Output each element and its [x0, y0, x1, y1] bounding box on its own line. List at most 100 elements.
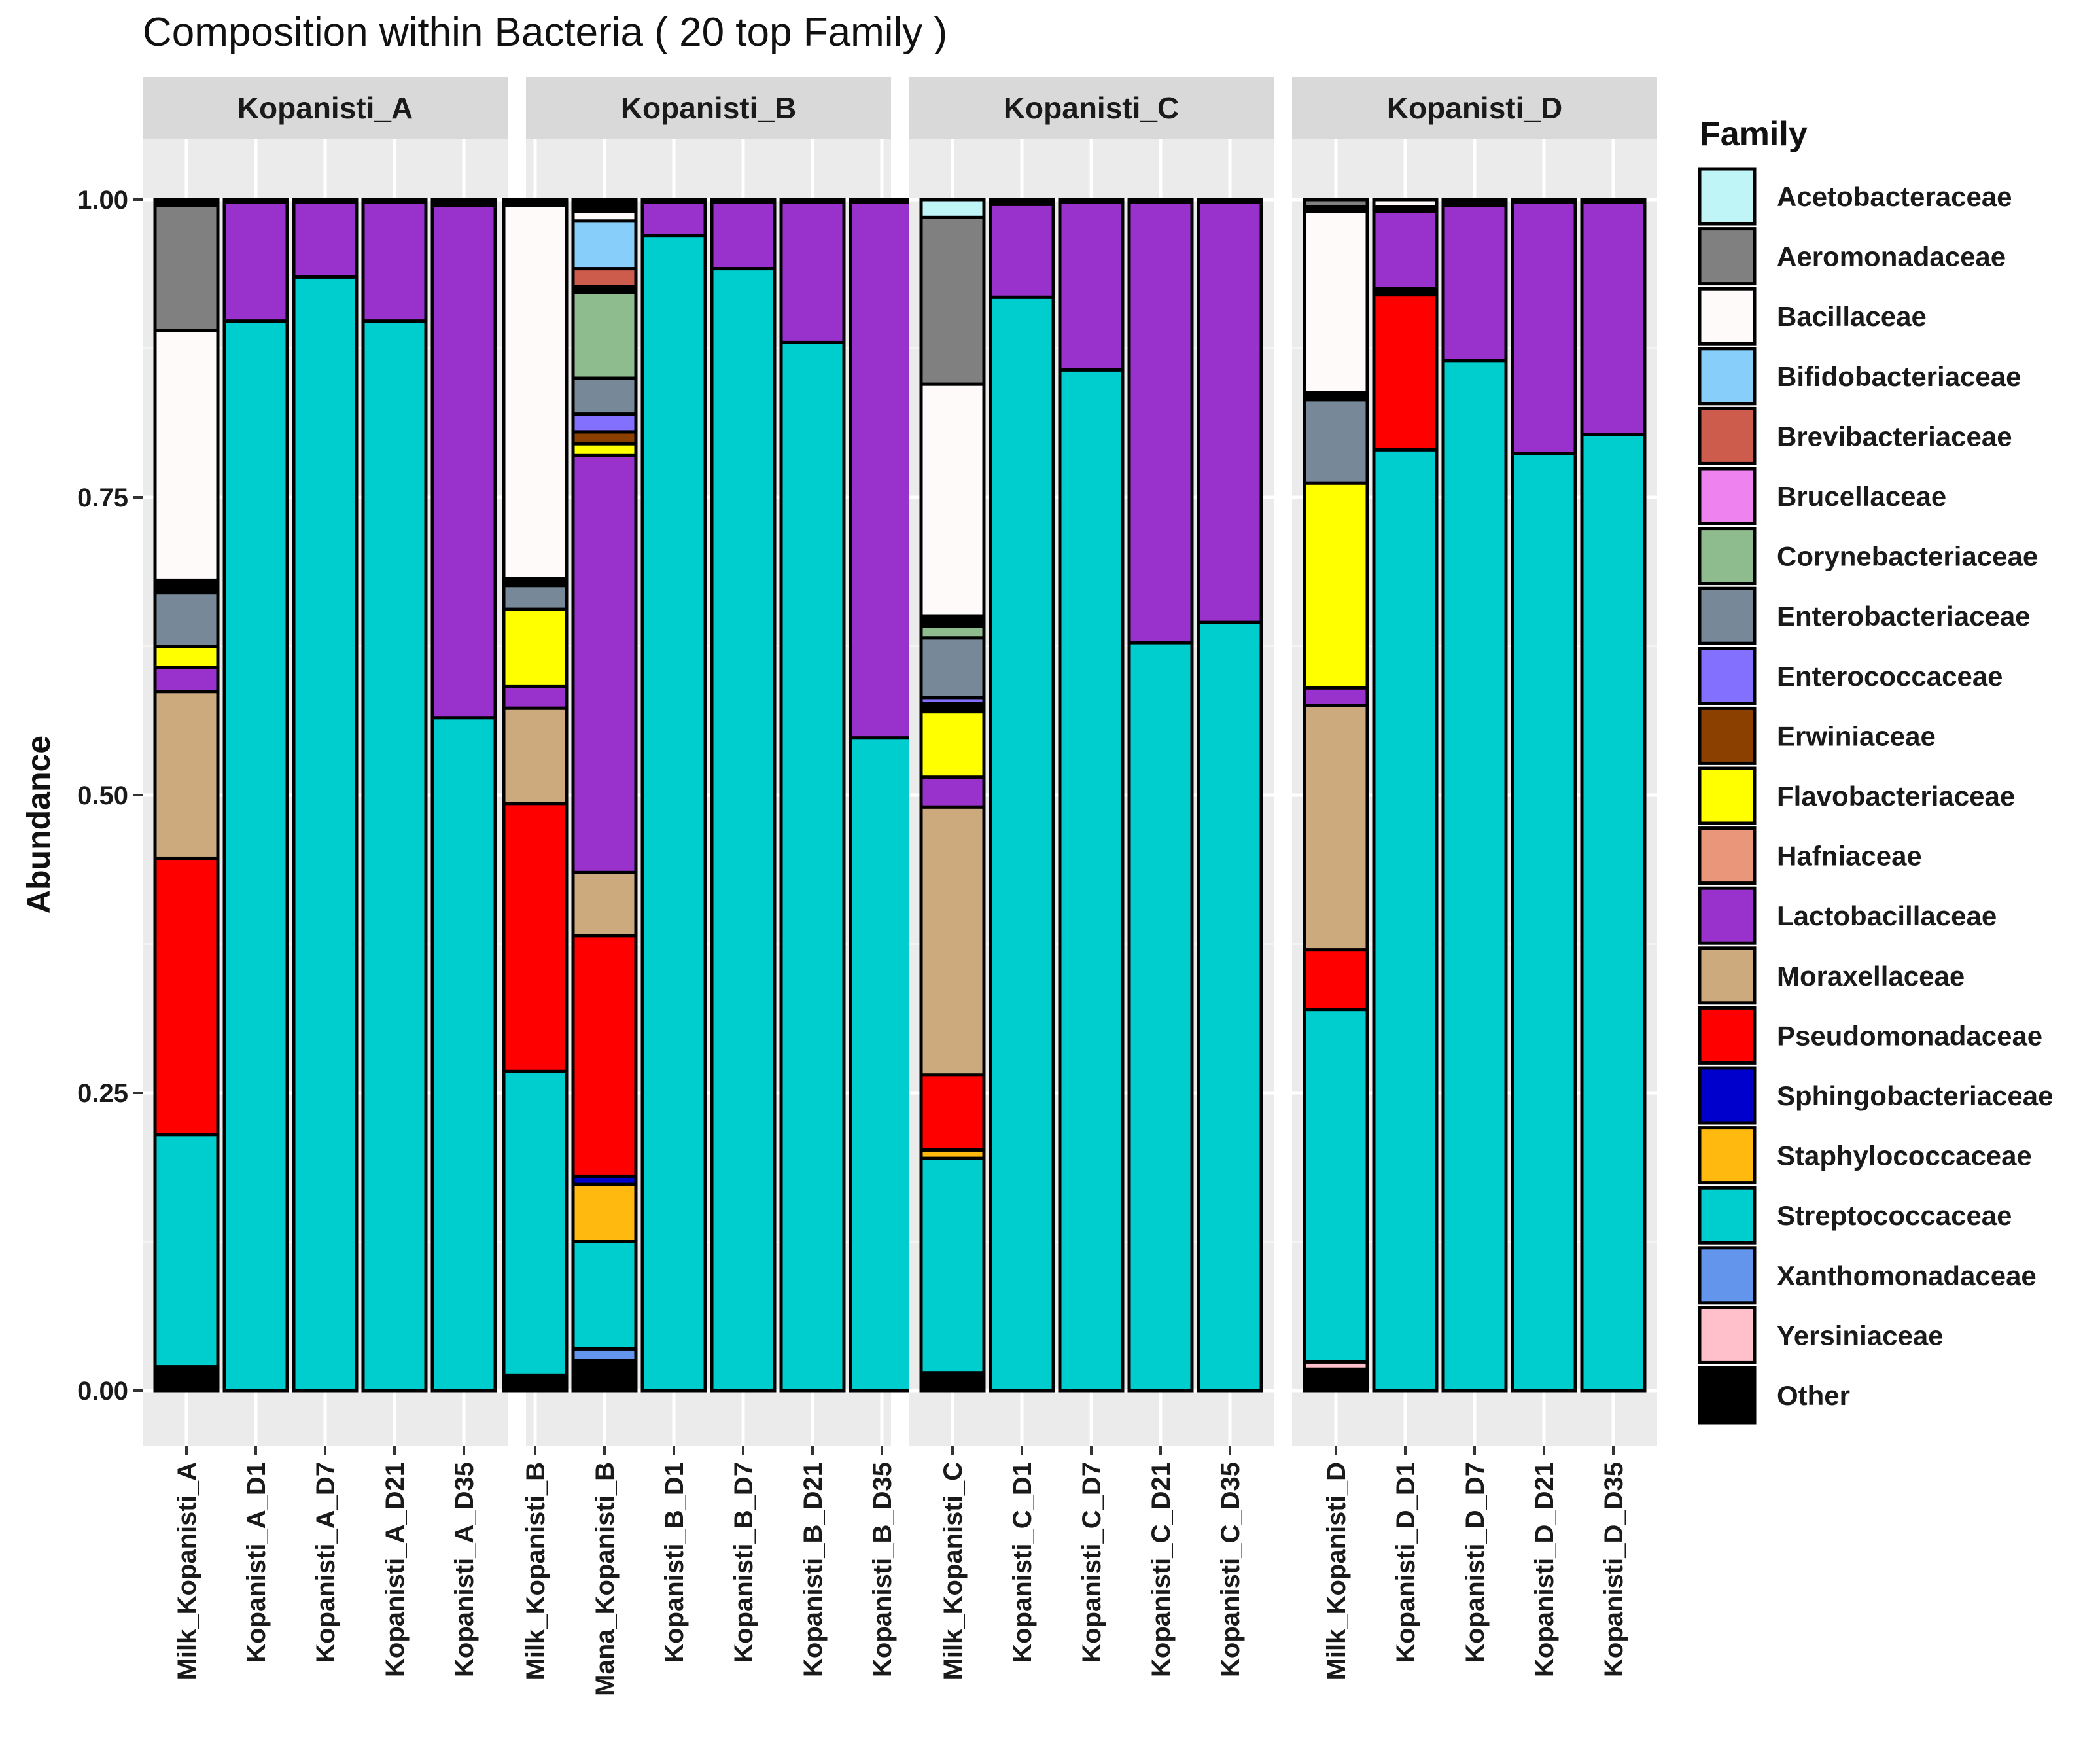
- bar-segment-other: [292, 198, 359, 204]
- bar-segment-enterobacteriaceae: [502, 584, 569, 611]
- legend-item-aeromonadaceae: Aeromonadaceae: [1698, 227, 2006, 286]
- x-tick-label: Kopanisti_A_D1: [242, 1462, 271, 1663]
- x-tick-label: Kopanisti_B_D35: [868, 1462, 897, 1677]
- bar-milk-kopanisti-b: [502, 198, 569, 1393]
- x-tick-label: Kopanisti_A_D35: [450, 1462, 479, 1677]
- legend-item-other: Other: [1698, 1366, 1850, 1425]
- legend-item-enterococcaceae: Enterococcaceae: [1698, 647, 2003, 705]
- legend-label: Brucellaceae: [1777, 481, 1946, 512]
- legend-label: Corynebacteriaceae: [1777, 541, 2038, 572]
- bar-segment-moraxellaceae: [919, 805, 986, 1077]
- y-tick-label: 0.50: [77, 781, 128, 810]
- bar-segment-lactobacillaceae: [640, 200, 707, 238]
- facet-panel-kopanisti-c: Kopanisti_C Milk_Kopanisti_C Kopanisti_C_D…: [909, 77, 1274, 1680]
- facet-strip-label: Kopanisti_D: [1387, 91, 1562, 125]
- legend-swatch: [1698, 1366, 1757, 1425]
- bar-segment-other: [1441, 198, 1508, 207]
- bar-segment-flavobacteriaceae: [1303, 481, 1369, 690]
- bar-segment-other: [502, 1373, 569, 1393]
- legend-item-acetobacteraceae: Acetobacteraceae: [1698, 167, 2012, 226]
- bar-segment-lactobacillaceae: [779, 200, 846, 344]
- bar-kopanisti-a-d7: [292, 198, 359, 1393]
- legend-label: Lactobacillaceae: [1777, 900, 1997, 931]
- bar-segment-other: [1197, 198, 1263, 204]
- facet-strip-label: Kopanisti_B: [621, 91, 796, 125]
- bar-segment-corynebacteriaceae: [919, 624, 986, 640]
- legend-swatch: [1698, 227, 1757, 286]
- bar-segment-erwiniaceae: [571, 430, 638, 446]
- bar-segment-bacillaceae: [153, 329, 220, 582]
- bar-segment-streptococcaceae: [1127, 641, 1194, 1393]
- bar-segment-streptococcaceae: [1511, 452, 1577, 1393]
- x-tick-label: Kopanisti_B_D21: [799, 1462, 828, 1677]
- legend-item-pseudomonadaceae: Pseudomonadaceae: [1698, 1006, 2042, 1065]
- bar-segment-streptococcaceae: [1303, 1008, 1369, 1364]
- bar-kopanisti-b-d1: [640, 198, 707, 1393]
- x-tick-label: Kopanisti_B_D7: [729, 1462, 758, 1663]
- bar-segment-moraxellaceae: [1303, 704, 1369, 952]
- x-tick-label: Kopanisti_D_D21: [1530, 1462, 1559, 1677]
- legend-item-moraxellaceae: Moraxellaceae: [1698, 946, 1965, 1005]
- legend-swatch: [1698, 766, 1757, 825]
- bar-segment-other: [153, 198, 220, 207]
- x-tick-label: Milk_Kopanisti_C: [939, 1462, 968, 1680]
- bar-segment-lactobacillaceae: [1372, 209, 1439, 291]
- bar-milk-kopanisti-d: [1303, 198, 1369, 1393]
- bar-kopanisti-a-d35: [430, 198, 497, 1393]
- bar-kopanisti-d-d7: [1441, 198, 1508, 1393]
- bar-segment-pseudomonadaceae: [1372, 293, 1439, 452]
- bar-segment-streptococcaceae: [919, 1156, 986, 1375]
- legend-label: Xanthomonadaceae: [1777, 1260, 2037, 1291]
- facet-strip-label: Kopanisti_A: [237, 91, 413, 125]
- bar-segment-streptococcaceae: [222, 319, 289, 1393]
- legend-swatch: [1698, 1066, 1757, 1125]
- bar-segment-bacillaceae: [1303, 209, 1369, 395]
- bar-kopanisti-c-d35: [1197, 198, 1263, 1393]
- legend-swatch: [1698, 167, 1757, 226]
- bar-segment-flavobacteriaceae: [502, 607, 569, 688]
- bar-segment-enterobacteriaceae: [919, 636, 986, 700]
- y-tick-label: 0.25: [77, 1079, 128, 1108]
- bar-segment-streptococcaceae: [1441, 359, 1508, 1393]
- bar-segment-streptococcaceae: [153, 1133, 220, 1369]
- legend-label: Hafniaceae: [1777, 841, 1922, 872]
- legend-item-streptococcaceae: Streptococcaceae: [1698, 1186, 2012, 1245]
- x-tick-label: Kopanisti_D_D35: [1600, 1462, 1628, 1677]
- bar-segment-lactobacillaceae: [502, 684, 569, 710]
- bar-segment-lactobacillaceae: [153, 666, 220, 694]
- bar-segment-streptococcaceae: [571, 1240, 638, 1351]
- bar-segment-other: [502, 198, 569, 207]
- y-tick-label: 1.00: [77, 186, 128, 215]
- bar-segment-streptococcaceae: [430, 716, 497, 1393]
- bar-segment-other: [222, 198, 289, 204]
- legend-item-corynebacteriaceae: Corynebacteriaceae: [1698, 527, 2038, 586]
- legend-swatch: [1698, 1006, 1757, 1065]
- legend-item-erwiniaceae: Erwiniaceae: [1698, 706, 1936, 765]
- chart-title: Composition within Bacteria ( 20 top Fam…: [143, 10, 947, 55]
- legend-label: Aeromonadaceae: [1777, 241, 2006, 272]
- bar-segment-aeromonadaceae: [919, 215, 986, 386]
- legend-item-bifidobacteriaceae: Bifidobacteriaceae: [1698, 347, 2021, 406]
- bar-segment-streptococcaceae: [361, 319, 428, 1393]
- bar-segment-lactobacillaceae: [919, 775, 986, 809]
- legend-label: Other: [1777, 1380, 1850, 1411]
- legend-label: Erwiniaceae: [1777, 720, 1936, 751]
- bar-segment-other: [1127, 198, 1194, 204]
- x-tick-label: Kopanisti_C_D1: [1008, 1462, 1037, 1663]
- bar-segment-enterobacteriaceae: [1303, 398, 1369, 485]
- bar-segment-enterococcaceae: [571, 412, 638, 434]
- bar-kopanisti-a-d21: [361, 198, 428, 1393]
- bar-segment-other: [849, 198, 915, 204]
- bar-segment-other: [571, 198, 638, 213]
- bar-segment-lactobacillaceae: [292, 200, 359, 279]
- bar-segment-streptococcaceae: [710, 267, 777, 1393]
- bar-segment-lactobacillaceae: [222, 200, 289, 323]
- panels: Kopanisti_A Milk_Kopanisti_A Kopanisti_A_D…: [143, 77, 1657, 1696]
- bar-kopanisti-b-d21: [779, 198, 846, 1393]
- legend-label: Sphingobacteriaceae: [1777, 1080, 2053, 1111]
- legend-item-lactobacillaceae: Lactobacillaceae: [1698, 886, 1997, 945]
- x-tick-label: Kopanisti_D_D1: [1391, 1462, 1420, 1663]
- bar-segment-flavobacteriaceae: [919, 710, 986, 779]
- legend-label: Brevibacteriaceae: [1777, 421, 2012, 452]
- x-tick-label: Milk_Kopanisti_B: [521, 1462, 550, 1680]
